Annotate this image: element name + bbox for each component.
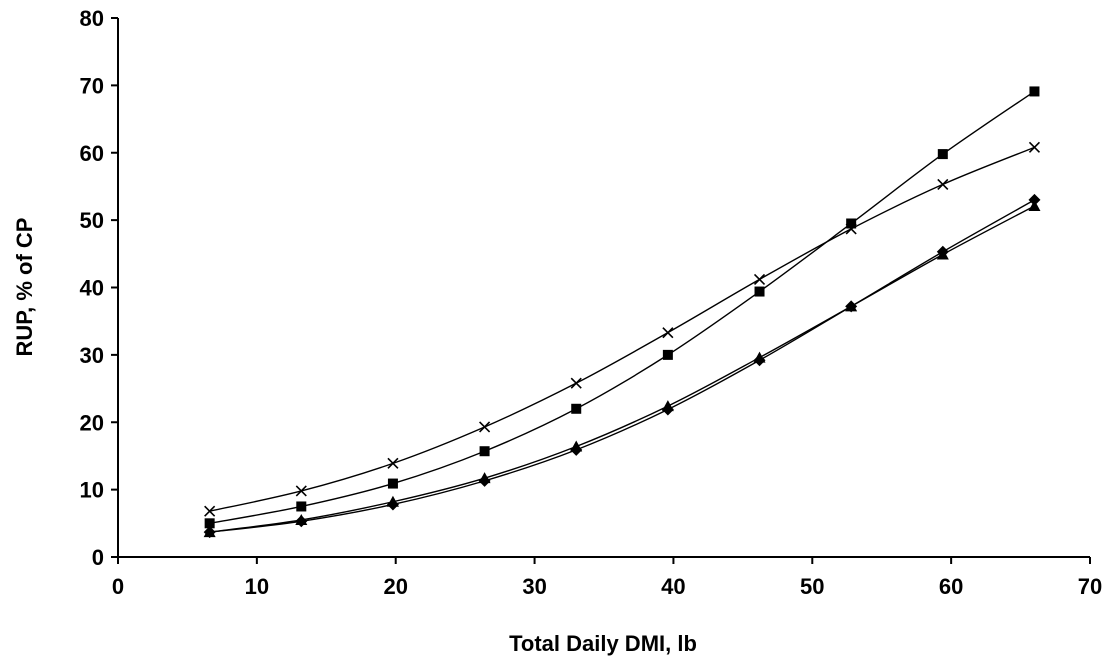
series-4-point <box>845 300 858 312</box>
x-tick-label: 0 <box>112 574 124 599</box>
series-1-point <box>1029 86 1040 97</box>
series-3-line <box>209 199 1035 533</box>
series-4-point <box>478 472 491 484</box>
y-tick-label: 70 <box>80 73 104 98</box>
series-markers <box>203 86 1041 539</box>
series-1-point <box>204 518 215 529</box>
y-tick-label: 60 <box>80 141 104 166</box>
x-axis-title: Total Daily DMI, lb <box>509 631 697 656</box>
series-2-point <box>753 273 766 285</box>
series-lines <box>209 90 1035 533</box>
series-4-line <box>209 205 1035 533</box>
x-tick-label: 30 <box>522 574 546 599</box>
y-tick-label: 20 <box>80 410 104 435</box>
series-1-point <box>387 478 398 489</box>
series-2-point <box>937 178 949 190</box>
series-4-point <box>203 526 216 538</box>
y-tick-label: 0 <box>92 545 104 570</box>
series-1-point <box>662 349 673 360</box>
series-3-point <box>1028 193 1041 206</box>
series-2-point <box>479 421 491 433</box>
axes <box>111 17 1091 564</box>
y-tick-label: 40 <box>80 276 104 301</box>
y-tick-label: 30 <box>80 343 104 368</box>
x-tick-label: 10 <box>245 574 269 599</box>
series-2-point <box>1028 141 1041 153</box>
series-4-point <box>753 351 766 363</box>
series-1-point <box>754 286 765 297</box>
series-1-point <box>479 446 490 457</box>
series-1-point <box>296 501 307 512</box>
series-4-point <box>936 248 949 260</box>
x-tick-label: 60 <box>939 574 963 599</box>
series-1-point <box>937 149 948 160</box>
series-2-line <box>209 146 1035 512</box>
series-4-point <box>570 440 583 452</box>
series-4-point <box>386 495 399 507</box>
series-4-point <box>661 400 674 412</box>
y-tick-label: 80 <box>80 6 104 31</box>
y-axis-title: RUP, % of CP <box>12 218 37 357</box>
series-2-point <box>570 377 582 389</box>
y-tick-label: 10 <box>80 478 104 503</box>
x-tick-label: 70 <box>1078 574 1102 599</box>
tick-labels: 0 10 20 30 40 50 60 70 80 0 10 20 30 40 50 60 70 <box>80 6 1103 599</box>
series-1-point <box>571 403 582 414</box>
series-1-point <box>846 218 857 229</box>
series-2-point <box>204 505 216 517</box>
series-1-line <box>209 90 1035 524</box>
series-2-point <box>295 485 307 497</box>
series-2-point <box>662 327 674 339</box>
x-tick-label: 20 <box>383 574 407 599</box>
x-tick-label: 40 <box>661 574 685 599</box>
series-2-point <box>845 223 857 235</box>
series-2-point <box>387 457 399 469</box>
series-4-point <box>1028 199 1041 211</box>
x-tick-label: 50 <box>800 574 824 599</box>
series-4-point <box>295 513 308 525</box>
y-tick-label: 50 <box>80 208 104 233</box>
